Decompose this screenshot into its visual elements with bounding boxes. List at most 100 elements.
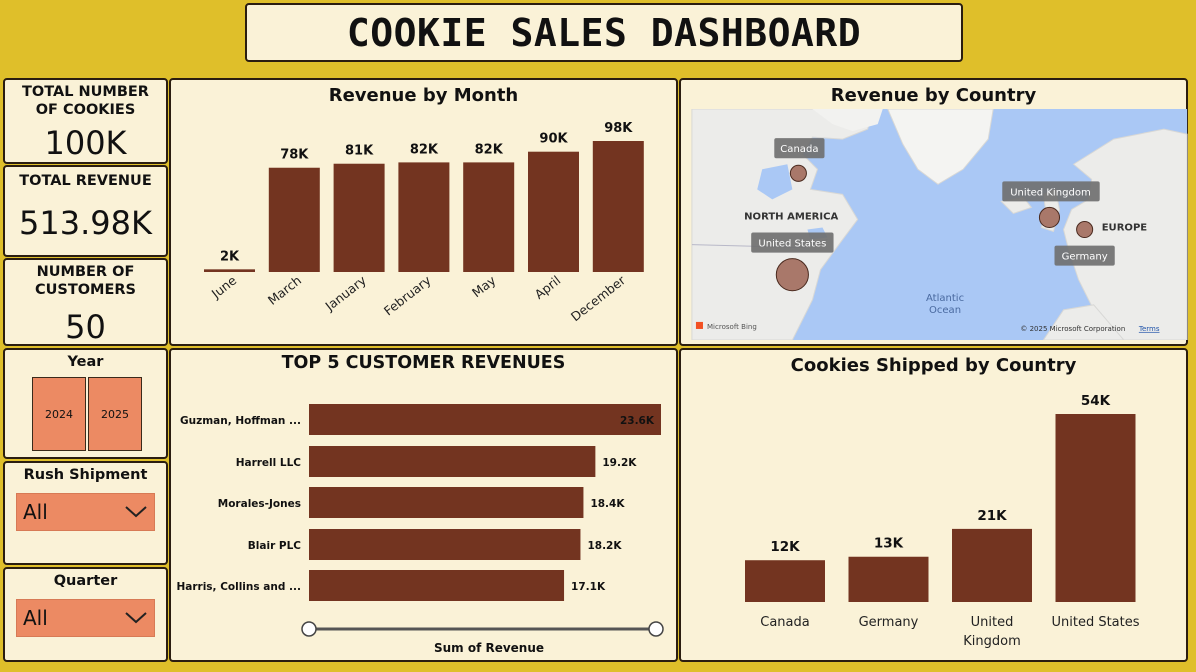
- customer-data-label: 18.2K: [587, 540, 622, 552]
- range-slider-handle-max[interactable]: [648, 621, 664, 637]
- month-bar: [528, 151, 579, 272]
- customer-bar: [309, 570, 565, 601]
- kpi-card-revenue: TOTAL REVENUE 513.98K: [3, 165, 168, 257]
- quarter-slicer: Quarter All: [3, 567, 168, 662]
- customer-bar: [309, 404, 661, 435]
- kpi-value-revenue: 513.98K: [19, 204, 152, 242]
- month-bar: [333, 163, 385, 272]
- country-bar: [1055, 414, 1136, 602]
- country-axis-label: United Kingdom: [963, 615, 1021, 649]
- cookies-by-country-title: Cookies Shipped by Country: [790, 355, 1077, 376]
- revenue-by-month-chart: 2K June 78K March 81K January 82K February 82K Ma…: [204, 121, 644, 324]
- customer-bar: [309, 446, 596, 477]
- cookies-by-country-card: Cookies Shipped by Country 12K Canada 13K G…: [679, 348, 1188, 662]
- country-data-label: 21K: [977, 508, 1007, 524]
- month-data-label: 78K: [280, 148, 309, 163]
- kpi-label-revenue: TOTAL REVENUE: [19, 173, 152, 189]
- country-bar: [745, 560, 825, 602]
- chevron-down-icon: [125, 612, 147, 624]
- customer-name-label: Morales-Jones: [218, 498, 301, 510]
- month-data-label: 98K: [604, 121, 633, 136]
- map-callout-us: [751, 232, 834, 253]
- month-data-label: 82K: [475, 142, 504, 157]
- customer-data-label: 23.6K: [620, 415, 655, 427]
- rush-shipment-slicer: Rush Shipment All: [3, 461, 168, 565]
- country-bar: [848, 556, 929, 602]
- map-callout-uk: [1002, 181, 1100, 202]
- map-ocean-label: Atlantic Ocean: [926, 293, 964, 316]
- map-bubble-us[interactable]: [775, 258, 809, 292]
- month-axis-label: February: [381, 272, 434, 318]
- customer-name-label: Guzman, Hoffman ...: [180, 415, 301, 427]
- year-slicer-title: Year: [67, 354, 104, 370]
- customer-axis-title: Sum of Revenue: [434, 641, 544, 655]
- rush-shipment-value: All: [23, 500, 48, 524]
- month-axis-label: May: [469, 272, 499, 300]
- quarter-title: Quarter: [53, 573, 118, 589]
- month-axis-label: December: [568, 272, 629, 324]
- map-region-north-america: NORTH AMERICA: [744, 211, 838, 222]
- revenue-by-country-title: Revenue by Country: [830, 85, 1037, 106]
- map-label-us: United States: [758, 239, 826, 250]
- kpi-label-customers: NUMBER OF CUSTOMERS: [34, 264, 137, 298]
- country-bar: [952, 528, 1032, 602]
- country-data-label: 12K: [770, 539, 800, 555]
- dashboard-title: COOKIE SALES DASHBOARD: [245, 3, 963, 62]
- customer-name-label: Blair PLC: [248, 540, 302, 552]
- revenue-by-month-title: Revenue by Month: [328, 85, 519, 106]
- month-bar: [204, 269, 255, 272]
- quarter-dropdown[interactable]: All: [16, 599, 155, 637]
- customer-name-label: Harris, Collins and ...: [176, 581, 301, 593]
- kpi-label-cookies: TOTAL NUMBER OF COOKIES: [22, 84, 149, 118]
- map-terms-link[interactable]: Terms: [1138, 324, 1160, 333]
- kpi-card-customers: NUMBER OF CUSTOMERS 50: [3, 258, 168, 346]
- map-logo-text: Microsoft Bing: [707, 322, 757, 331]
- map-bubble-uk[interactable]: [1038, 206, 1061, 229]
- map-label-germany: Germany: [1062, 252, 1108, 263]
- chevron-down-icon: [125, 506, 147, 518]
- rush-shipment-dropdown[interactable]: All: [16, 493, 155, 531]
- top-customers-title: TOP 5 CUSTOMER REVENUES: [281, 353, 566, 373]
- top-customers-chart: Guzman, Hoffman ... 23.6K Harrell LLC 19.2K…: [176, 404, 664, 655]
- month-bar: [268, 167, 320, 272]
- revenue-by-country-card: Revenue by Country NORTH AMERICA EUROPE …: [679, 78, 1188, 346]
- country-axis-label: Germany: [859, 615, 919, 630]
- kpi-value-customers: 50: [65, 308, 106, 346]
- revenue-by-month-card: Revenue by Month 2K June 78K March 81K Januar…: [169, 78, 678, 346]
- revenue-map[interactable]: NORTH AMERICA EUROPE Atlantic Ocean Canad…: [687, 109, 1192, 340]
- customer-bar: [309, 487, 584, 518]
- rush-shipment-title: Rush Shipment: [23, 467, 148, 483]
- month-bar: [463, 162, 515, 272]
- month-axis-label: March: [265, 273, 304, 308]
- year-slicer: Year 2024 2025: [3, 348, 168, 459]
- month-data-label: 81K: [345, 144, 374, 159]
- month-axis-label: January: [322, 272, 370, 314]
- map-bubble-germany[interactable]: [1076, 220, 1094, 239]
- top-customers-card: TOP 5 CUSTOMER REVENUES Guzman, Hoffman …: [169, 348, 678, 662]
- year-button-2024[interactable]: 2024: [32, 377, 86, 451]
- country-axis-label: United States: [1051, 615, 1139, 630]
- month-bar: [592, 141, 644, 272]
- year-button-2025[interactable]: 2025: [88, 377, 142, 451]
- microsoft-logo-icon: [695, 321, 703, 329]
- month-bar: [398, 162, 450, 272]
- month-axis-label: April: [532, 273, 564, 302]
- map-region-europe: EUROPE: [1102, 223, 1148, 234]
- kpi-card-cookies: TOTAL NUMBER OF COOKIES 100K: [3, 78, 168, 164]
- customer-data-label: 19.2K: [602, 457, 637, 469]
- kpi-value-cookies: 100K: [44, 124, 127, 162]
- customer-data-label: 18.4K: [590, 498, 625, 510]
- customer-data-label: 17.1K: [571, 581, 606, 593]
- month-axis-label: June: [208, 272, 240, 301]
- month-data-label: 82K: [410, 142, 439, 157]
- map-bubble-canada[interactable]: [789, 164, 807, 182]
- month-data-label: 90K: [539, 132, 568, 147]
- country-data-label: 13K: [874, 536, 904, 552]
- map-label-uk: United Kingdom: [1010, 187, 1091, 198]
- cookies-by-country-chart: 12K Canada 13K Germany 21K United Kingdom 54K Un…: [745, 393, 1140, 649]
- customer-bar: [309, 529, 581, 560]
- range-slider-handle-min[interactable]: [301, 621, 317, 637]
- country-axis-label: Canada: [760, 615, 809, 630]
- customer-name-label: Harrell LLC: [236, 457, 302, 469]
- quarter-value: All: [23, 606, 48, 630]
